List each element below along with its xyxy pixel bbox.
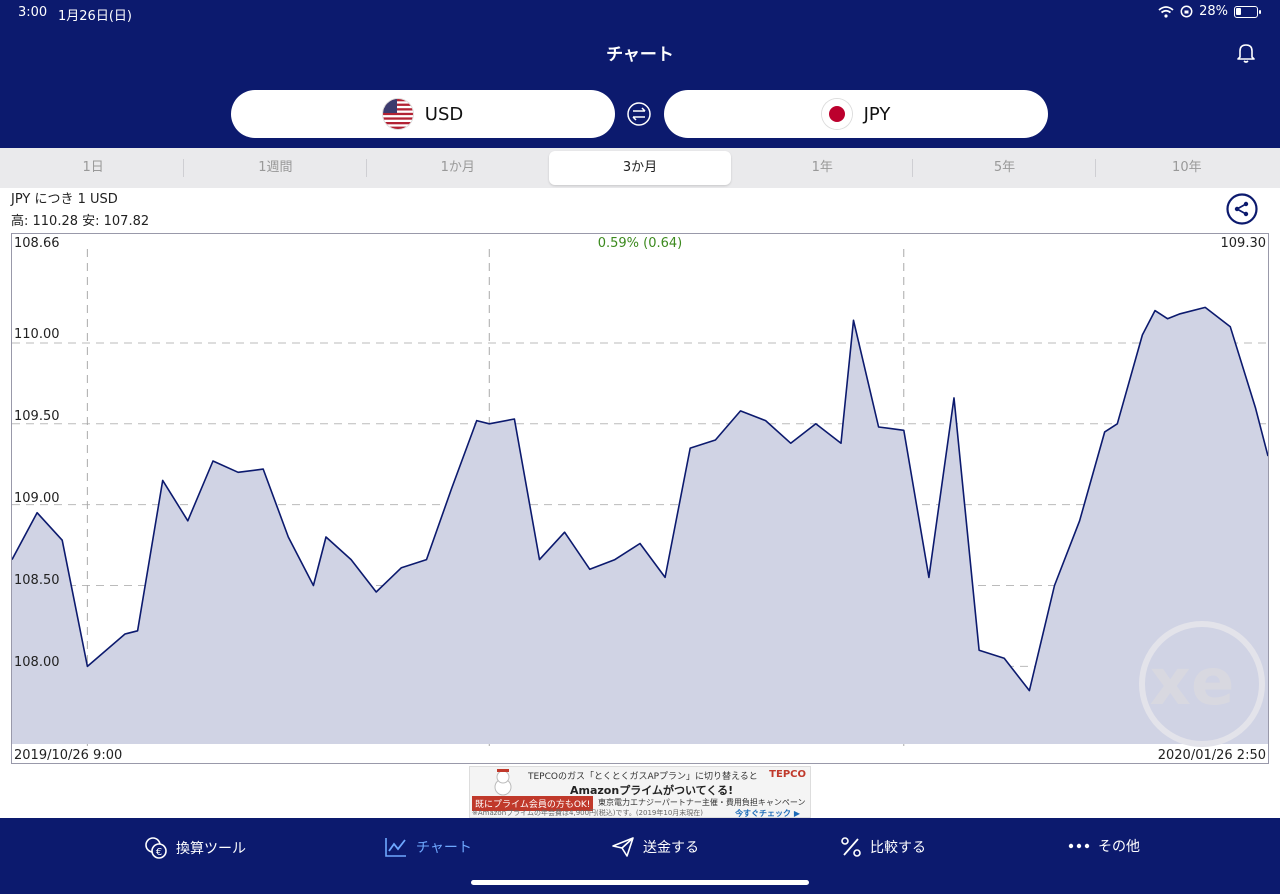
tab-1d[interactable]: 1日 (2, 151, 185, 185)
tab-1w[interactable]: 1週間 (184, 151, 367, 185)
chart-panel: JPY につき 1 USD 高: 110.28 安: 107.82 xe 108… (0, 188, 1280, 818)
tab-converter-label: 換算ツール (176, 841, 246, 857)
to-currency-code: JPY (863, 103, 891, 125)
share-icon[interactable] (1226, 193, 1258, 225)
ad-text-4: ※Amazonプライムの年会費は4,900円(税込)です。(2019年10月末現… (472, 809, 704, 817)
tab-converter[interactable]: € 換算ツール (144, 836, 246, 860)
tab-1m[interactable]: 1か月 (440, 160, 475, 175)
tab-more[interactable]: その他 (1068, 836, 1140, 856)
currency-convert-icon: € (145, 837, 167, 859)
x-end-label: 2020/01/26 2:50 (1157, 748, 1266, 763)
ad-text-3b: 東京電力エナジーパートナー主催・費用負担キャンペーン (598, 798, 806, 807)
wifi-icon (1158, 5, 1174, 18)
to-currency-button[interactable]: JPY (664, 90, 1048, 138)
snowman-icon (494, 769, 512, 796)
tab-chart[interactable]: チャート (384, 836, 472, 858)
tab-10y[interactable]: 10年 (1172, 160, 1202, 175)
chart-pair-label: JPY につき 1 USD (11, 192, 118, 207)
y-tick-109: 109.00 (14, 491, 60, 506)
tab-3m[interactable]: 3か月 (548, 151, 732, 185)
home-indicator (471, 880, 809, 885)
tab-more-label: その他 (1098, 839, 1140, 855)
y-tick-108: 108.00 (14, 655, 60, 670)
rotation-lock-icon (1180, 5, 1193, 18)
tab-send[interactable]: 送金する (611, 836, 699, 858)
chart-high-low: 高: 110.28 安: 107.82 (11, 214, 150, 229)
japan-flag-icon (821, 99, 852, 129)
us-flag-icon (382, 99, 413, 129)
status-right: 28% (1158, 4, 1261, 19)
ad-text-1: TEPCOのガス「とくとくガスAPプラン」に切り替えると (528, 772, 758, 782)
tab-compare-label: 比較する (870, 840, 926, 856)
change-percent: 0.59% (0.64) (597, 236, 683, 251)
xe-watermark-ring (1139, 621, 1265, 747)
chart-svg: xe (12, 249, 1268, 747)
ad-banner[interactable]: TEPCOのガス「とくとくガスAPプラン」に切り替えると TEPCO Amazo… (469, 766, 811, 818)
ad-text-2: Amazonプライムがついてくる! (570, 784, 734, 797)
percent-icon (841, 837, 861, 857)
ad-logo: TEPCO (769, 769, 806, 780)
from-currency-button[interactable]: USD (231, 90, 615, 138)
tab-5y[interactable]: 5年 (913, 151, 1096, 185)
swap-icon[interactable] (626, 101, 652, 127)
svg-text:€: € (156, 847, 162, 858)
series-area (12, 307, 1268, 744)
tab-send-label: 送金する (643, 840, 699, 856)
ad-check-button[interactable]: 今すぐチェック ▶ (735, 809, 800, 818)
page-title: チャート (606, 45, 674, 65)
line-chart-icon (385, 838, 406, 857)
send-icon (612, 837, 634, 857)
status-time: 3:00 (18, 5, 48, 20)
more-icon (1068, 843, 1090, 849)
range-tabs: 1日 1週間 1か月 3か月 1年 5年 10年 (0, 148, 1280, 188)
y-tick-108-5: 108.50 (14, 573, 60, 588)
battery-icon (1234, 5, 1261, 18)
tab-compare[interactable]: 比較する (840, 836, 926, 858)
y-tick-109-5: 109.50 (14, 409, 60, 424)
from-currency-code: USD (424, 103, 464, 125)
tab-chart-label: チャート (416, 840, 472, 856)
chart-plot[interactable]: xe 108.66 109.30 0.59% (0.64) 110.00 109… (11, 233, 1269, 764)
status-date: 1月26日(日) (58, 9, 132, 24)
end-value-label: 109.30 (1220, 236, 1267, 251)
battery-percent: 28% (1199, 4, 1228, 19)
start-value-label: 108.66 (14, 236, 60, 251)
y-tick-110: 110.00 (14, 327, 60, 342)
bell-icon[interactable] (1234, 40, 1258, 64)
series-line (12, 306, 1268, 692)
ad-text-3: 既にプライム会員の方もOK! (472, 796, 594, 811)
xe-watermark: xe (1150, 646, 1235, 720)
x-start-label: 2019/10/26 9:00 (14, 748, 123, 763)
tab-1y[interactable]: 1年 (731, 151, 914, 185)
status-bar: 3:00 1月26日(日) 28% (0, 0, 1280, 26)
